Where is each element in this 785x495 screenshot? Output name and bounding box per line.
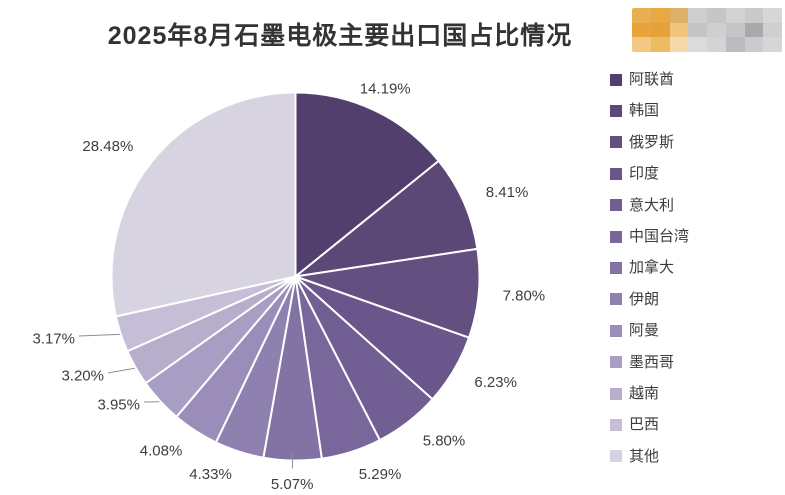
logo-pixel bbox=[763, 37, 782, 52]
logo-pixel bbox=[632, 37, 651, 52]
slice-percent-label: 14.19% bbox=[360, 80, 411, 97]
legend-item-0: 阿联酋 bbox=[610, 72, 780, 87]
legend-label: 韩国 bbox=[629, 102, 660, 120]
logo-pixel bbox=[650, 22, 670, 38]
logo-pixel bbox=[744, 37, 764, 52]
logo-pixel bbox=[688, 8, 707, 23]
logo-pixel bbox=[763, 22, 782, 38]
legend-swatch-icon bbox=[610, 418, 622, 431]
logo-pixel bbox=[707, 37, 726, 52]
slice-percent-label: 3.95% bbox=[97, 397, 140, 414]
legend-swatch-icon bbox=[610, 230, 622, 243]
legend-item-12: 其他 bbox=[610, 449, 780, 464]
legend-item-5: 中国台湾 bbox=[610, 229, 780, 244]
legend-label: 中国台湾 bbox=[629, 228, 690, 246]
slice-percent-label: 3.20% bbox=[61, 368, 104, 385]
legend-swatch-icon bbox=[610, 261, 622, 274]
logo-pixel bbox=[650, 37, 670, 52]
chart-title: 2025年8月石墨电极主要出口国占比情况 bbox=[107, 22, 573, 50]
legend-swatch-icon bbox=[610, 104, 622, 117]
logo-pixel bbox=[763, 8, 782, 23]
legend-item-11: 巴西 bbox=[610, 417, 780, 432]
logo-pixel bbox=[632, 22, 651, 38]
logo-pixel bbox=[707, 8, 726, 23]
slice-percent-label: 4.33% bbox=[189, 466, 232, 483]
legend-item-2: 俄罗斯 bbox=[610, 135, 780, 150]
legend-swatch-icon bbox=[610, 356, 622, 369]
legend-label: 其他 bbox=[629, 447, 660, 465]
slice-percent-label: 6.23% bbox=[474, 374, 517, 391]
legend-swatch-icon bbox=[610, 450, 622, 463]
slice-percent-label: 3.17% bbox=[32, 331, 75, 348]
pie-slice-0 bbox=[294, 91, 440, 278]
blurred-logo bbox=[632, 8, 782, 52]
legend-label: 加拿大 bbox=[629, 259, 675, 277]
legend-label: 俄罗斯 bbox=[629, 133, 675, 151]
logo-pixel bbox=[669, 37, 689, 52]
pie-slice-12 bbox=[110, 91, 297, 318]
legend-item-3: 印度 bbox=[610, 166, 780, 181]
legend-item-10: 越南 bbox=[610, 386, 780, 401]
legend-item-1: 韩国 bbox=[610, 103, 780, 118]
chart-legend: 阿联酋韩国俄罗斯印度意大利中国台湾加拿大伊朗阿曼墨西哥越南巴西其他 bbox=[610, 72, 780, 464]
logo-pixel bbox=[669, 22, 689, 38]
legend-swatch-icon bbox=[610, 387, 622, 400]
leader-line-10 bbox=[107, 367, 135, 374]
logo-pixel bbox=[725, 8, 745, 23]
legend-item-9: 墨西哥 bbox=[610, 355, 780, 370]
logo-pixel bbox=[650, 8, 670, 23]
legend-swatch-icon bbox=[610, 293, 622, 306]
pie-slice-1 bbox=[294, 159, 479, 278]
logo-pixel bbox=[744, 8, 764, 23]
logo-pixel bbox=[725, 37, 745, 52]
legend-item-7: 伊朗 bbox=[610, 292, 780, 307]
legend-swatch-icon bbox=[610, 167, 622, 180]
legend-label: 阿联酋 bbox=[629, 71, 675, 88]
legend-label: 阿曼 bbox=[629, 322, 660, 340]
logo-pixel bbox=[707, 22, 726, 38]
slice-percent-label: 4.08% bbox=[140, 443, 183, 460]
slice-percent-label: 5.29% bbox=[359, 466, 402, 483]
legend-item-4: 意大利 bbox=[610, 198, 780, 213]
legend-swatch-icon bbox=[610, 324, 622, 337]
legend-label: 墨西哥 bbox=[629, 353, 675, 371]
legend-label: 意大利 bbox=[629, 196, 675, 214]
legend-swatch-icon bbox=[610, 199, 622, 212]
legend-item-6: 加拿大 bbox=[610, 260, 780, 275]
legend-label: 巴西 bbox=[629, 416, 660, 434]
logo-pixel bbox=[744, 22, 764, 38]
logo-pixel bbox=[725, 22, 745, 38]
logo-pixel bbox=[688, 22, 707, 38]
logo-pixel bbox=[669, 8, 689, 23]
slice-percent-label: 5.07% bbox=[271, 476, 314, 493]
legend-swatch-icon bbox=[610, 73, 622, 86]
logo-pixel bbox=[632, 8, 651, 23]
legend-swatch-icon bbox=[610, 136, 622, 149]
legend-label: 越南 bbox=[629, 385, 660, 403]
slice-percent-label: 8.41% bbox=[486, 184, 529, 201]
legend-item-8: 阿曼 bbox=[610, 323, 780, 338]
slice-percent-label: 7.80% bbox=[503, 288, 546, 305]
slice-percent-label: 28.48% bbox=[82, 138, 133, 155]
logo-pixel bbox=[688, 37, 707, 52]
legend-label: 印度 bbox=[629, 165, 660, 183]
slice-percent-label: 5.80% bbox=[423, 433, 466, 450]
legend-label: 伊朗 bbox=[629, 290, 660, 308]
leader-line-11 bbox=[78, 333, 120, 337]
